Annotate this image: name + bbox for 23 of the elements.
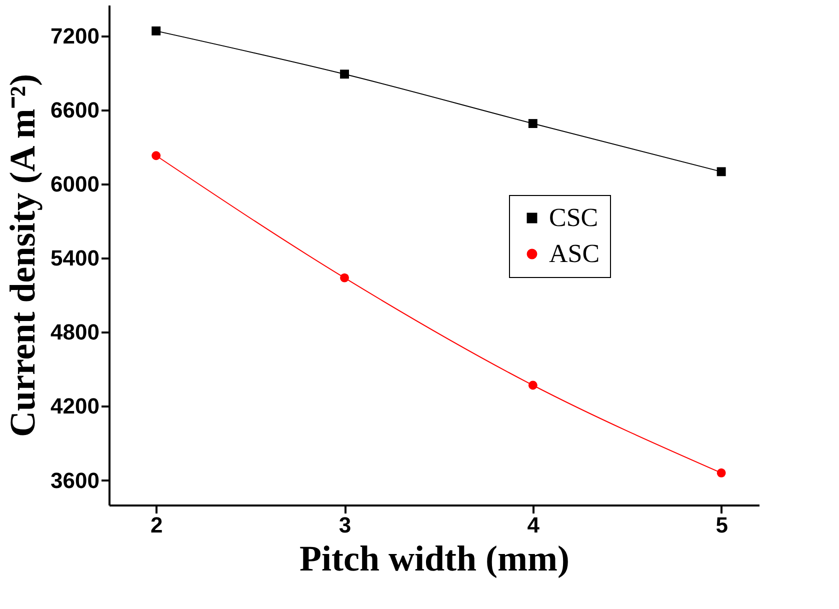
y-tick-label: 7200: [50, 23, 100, 48]
point: [528, 380, 538, 390]
y-tick-label: 6000: [50, 172, 100, 197]
point: [528, 119, 538, 128]
y-tick-label: 4200: [50, 394, 100, 419]
x-tick-label: 5: [716, 512, 728, 538]
x-tick-label: 3: [338, 512, 352, 538]
point: [152, 151, 161, 160]
point: [152, 26, 161, 36]
y-tick-label: 6600: [50, 97, 100, 122]
y-tick-label: 4800: [50, 320, 100, 345]
x-axis-title: Pitch width (mm): [300, 538, 570, 578]
y-tick-label: 3600: [50, 468, 100, 493]
point: [716, 468, 726, 478]
legend-label: ASC: [549, 239, 600, 268]
legend-label: CSC: [549, 203, 598, 232]
x-tick-label: 2: [150, 512, 163, 538]
point: [340, 273, 349, 282]
point: [340, 70, 349, 79]
x-tick-label: 4: [527, 512, 540, 538]
y-tick-label: 5400: [50, 246, 100, 271]
y-axis-title: Current density (A m⁻²): [2, 74, 43, 438]
point: [716, 167, 726, 176]
